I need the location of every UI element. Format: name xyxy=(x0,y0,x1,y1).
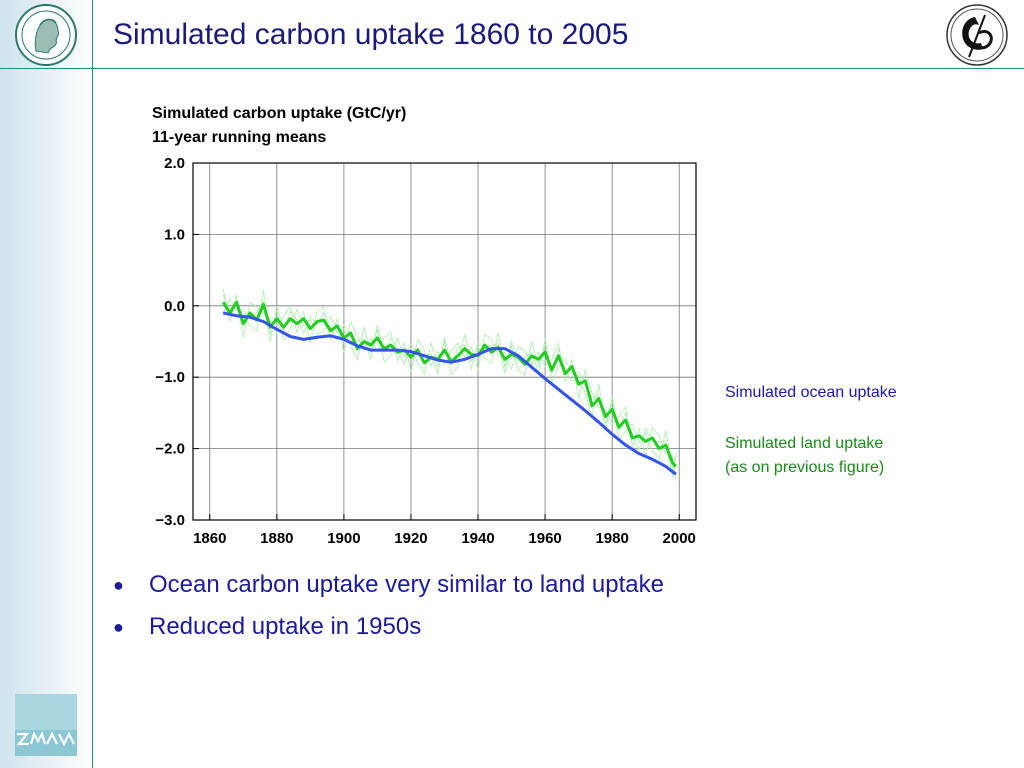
chart-title: Simulated carbon uptake (GtC/yr) xyxy=(152,105,406,122)
y-tick-label: −2.0 xyxy=(155,441,185,458)
sidebar-band xyxy=(0,0,93,768)
x-tick-label: 1960 xyxy=(528,530,561,547)
x-tick-label: 1860 xyxy=(193,530,226,547)
institute-emblem-logo xyxy=(946,4,1008,66)
zmaw-logo xyxy=(15,694,77,756)
header-rule xyxy=(0,68,1024,69)
series-layer xyxy=(221,300,677,476)
y-tick-label: 0.0 xyxy=(164,298,185,315)
legend-land-line1: Simulated land uptake xyxy=(725,435,884,452)
y-tick-label: −3.0 xyxy=(155,512,185,529)
legend-land: Simulated land uptake (as on previous fi… xyxy=(725,432,884,480)
bullet-dot-icon: ● xyxy=(113,575,124,595)
legend-ocean: Simulated ocean uptake xyxy=(725,384,897,401)
bullet-dot-icon: ● xyxy=(113,617,124,637)
y-tick-label: −1.0 xyxy=(155,369,185,386)
ocean-uptake-line xyxy=(222,311,677,476)
bullet-text: Ocean carbon uptake very similar to land… xyxy=(149,571,664,598)
chart-subtitle: 11-year running means xyxy=(152,129,326,146)
x-tick-label: 1940 xyxy=(461,530,494,547)
bullet-item: ● Ocean carbon uptake very similar to lan… xyxy=(113,570,664,612)
tick-layer: 1860 1880 1900 1920 1940 1960 1980 2000 2.0 1.0 0.… xyxy=(155,155,696,547)
y-tick-label: 1.0 xyxy=(164,226,185,243)
land-member-line xyxy=(222,290,677,471)
x-tick-label: 2000 xyxy=(663,530,696,547)
max-planck-minerva-logo xyxy=(15,4,77,66)
bullet-list: ● Ocean carbon uptake very similar to lan… xyxy=(113,570,664,654)
page-title: Simulated carbon uptake 1860 to 2005 xyxy=(113,18,629,51)
plot-frame xyxy=(192,162,697,521)
carbon-uptake-chart: Simulated carbon uptake (GtC/yr) 11-year… xyxy=(152,105,697,547)
legend-land-line2: (as on previous figure) xyxy=(725,459,885,476)
x-tick-label: 1880 xyxy=(260,530,293,547)
x-tick-label: 1920 xyxy=(394,530,427,547)
y-tick-label: 2.0 xyxy=(164,155,185,172)
land-member-line xyxy=(222,294,677,478)
x-tick-label: 1980 xyxy=(595,530,628,547)
x-tick-label: 1900 xyxy=(327,530,360,547)
bullet-item: ● Reduced uptake in 1950s xyxy=(113,612,664,654)
bullet-text: Reduced uptake in 1950s xyxy=(149,613,422,640)
